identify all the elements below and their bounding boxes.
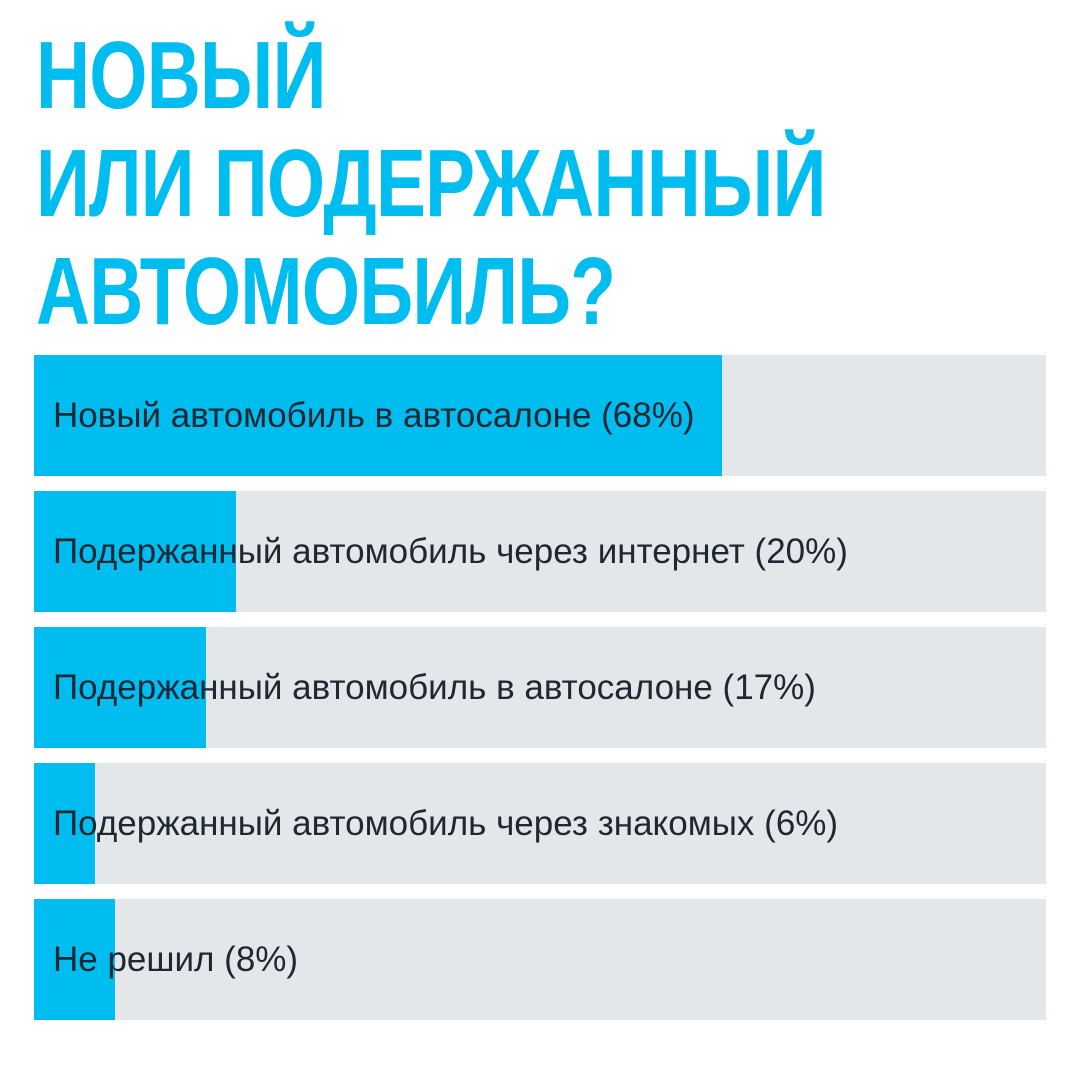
bar-row: Подержанный автомобиль через знакомых (6… [34,763,1046,884]
bar-chart: Новый автомобиль в автосалоне (68%) Подер… [34,355,1046,1020]
bar-row: Подержанный автомобиль в автосалоне (17%… [34,627,1046,748]
bar-label: Подержанный автомобиль в автосалоне (17%… [53,667,816,707]
bar-label: Не решил (8%) [53,939,299,979]
bar-label: Подержанный автомобиль через знакомых (6… [53,803,839,843]
bar-fill [34,627,206,748]
bar-fill [34,491,236,612]
title-line-1: НОВЫЙ [36,22,326,129]
bar-row: Не решил (8%) [34,899,1046,1020]
chart-title: НОВЫЙ ИЛИ ПОДЕРЖАННЫЙ АВТОМОБИЛЬ? [36,22,826,346]
bar-row: Новый автомобиль в автосалоне (68%) [34,355,1046,476]
bar-row: Подержанный автомобиль через интернет (2… [34,491,1046,612]
title-line-2: ИЛИ ПОДЕРЖАННЫЙ [36,130,826,237]
title-line-3: АВТОМОБИЛЬ? [36,238,616,345]
bar-fill [34,355,722,476]
bar-fill [34,763,95,884]
bar-label: Подержанный автомобиль через интернет (2… [53,531,848,571]
bar-fill [34,899,115,1020]
bar-label: Новый автомобиль в автосалоне (68%) [53,395,695,435]
